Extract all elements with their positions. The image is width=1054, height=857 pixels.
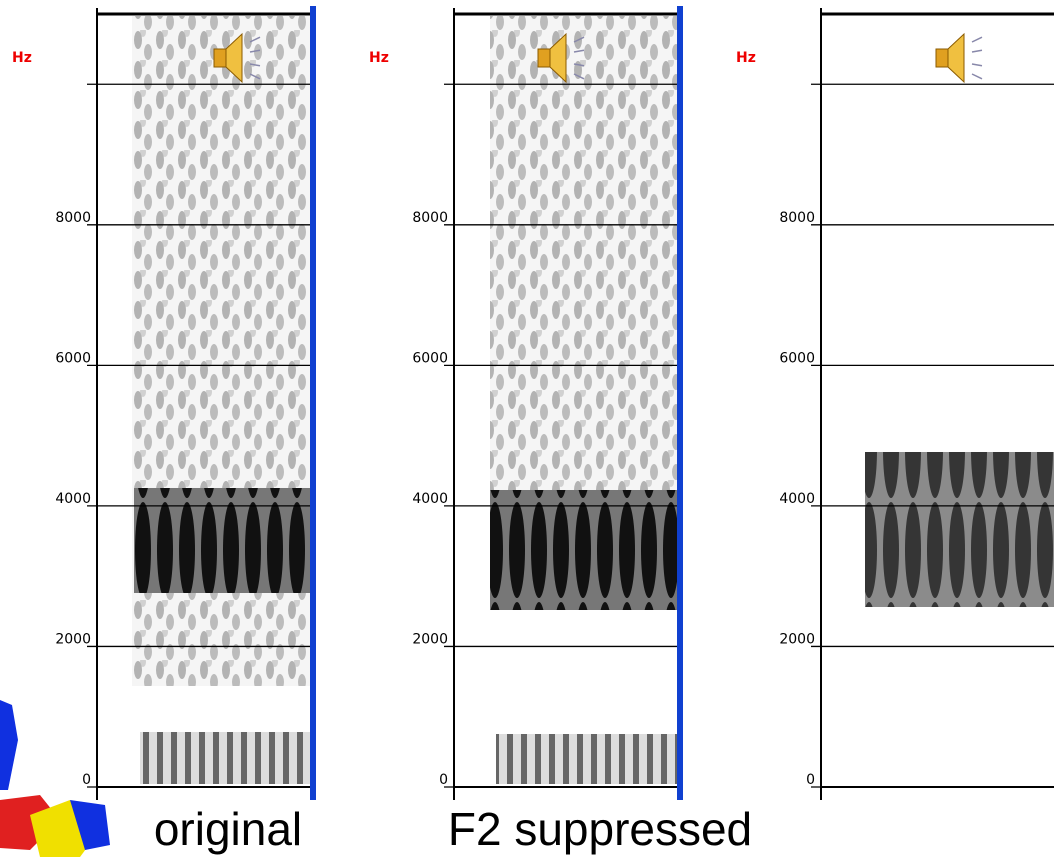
sound-wave bbox=[249, 49, 261, 53]
y-tick-label: 6000 bbox=[779, 350, 815, 366]
y-tick-label: 8000 bbox=[779, 210, 815, 226]
speaker-body bbox=[213, 48, 227, 68]
sound-wave bbox=[573, 63, 585, 67]
sound-wave bbox=[971, 73, 983, 80]
sound-wave bbox=[249, 63, 261, 67]
caption: original bbox=[154, 803, 302, 855]
y-tick-label: 4000 bbox=[412, 491, 448, 507]
blue-lines bbox=[310, 6, 683, 800]
y-tick-label: 6000 bbox=[412, 350, 448, 366]
speaker-cone bbox=[225, 32, 243, 84]
speaker-icons bbox=[213, 32, 983, 84]
sound-wave bbox=[573, 36, 585, 43]
y-tick-label: 8000 bbox=[55, 210, 91, 226]
y-tick-label: 4000 bbox=[779, 491, 815, 507]
unit-label: Hz bbox=[369, 50, 389, 66]
sound-wave bbox=[249, 36, 261, 43]
sound-wave bbox=[573, 73, 585, 80]
y-tick-label: 2000 bbox=[412, 631, 448, 647]
spectrograms bbox=[132, 16, 1054, 784]
sound-wave bbox=[573, 49, 585, 53]
y-tick-label: 8000 bbox=[412, 210, 448, 226]
y-tick-label: 2000 bbox=[779, 631, 815, 647]
sound-wave bbox=[971, 49, 983, 53]
y-tick-label: 6000 bbox=[55, 350, 91, 366]
sound-wave bbox=[249, 73, 261, 80]
speaker-body bbox=[537, 48, 551, 68]
y-tick-label: 4000 bbox=[55, 491, 91, 507]
unit-label: Hz bbox=[736, 50, 756, 66]
speaker-cone bbox=[947, 32, 965, 84]
sound-wave bbox=[971, 63, 983, 67]
y-tick-label: 0 bbox=[82, 772, 91, 788]
speaker-body bbox=[935, 48, 949, 68]
sound-wave bbox=[971, 36, 983, 43]
speaker-cone bbox=[549, 32, 567, 84]
caption: F2 suppressed bbox=[448, 803, 752, 855]
logo bbox=[0, 700, 110, 857]
y-tick-label: 0 bbox=[806, 772, 815, 788]
y-tick-label: 0 bbox=[439, 772, 448, 788]
y-tick-label: 2000 bbox=[55, 631, 91, 647]
unit-label: Hz bbox=[12, 50, 32, 66]
